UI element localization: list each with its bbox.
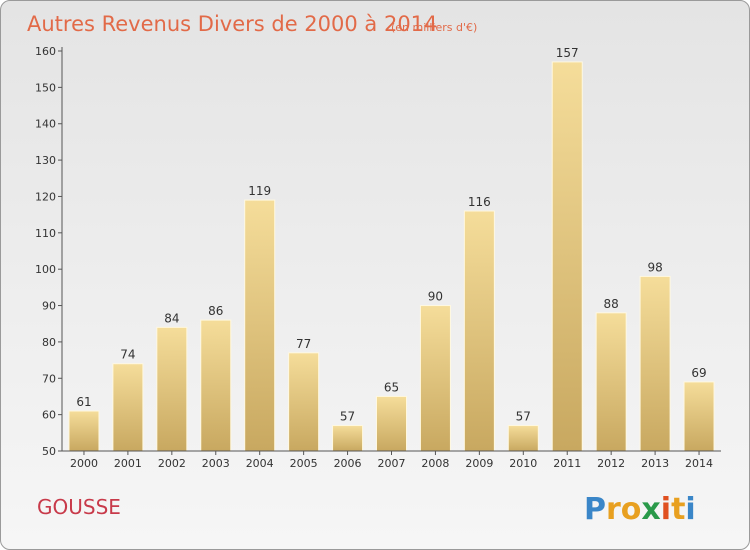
value-label-2014: 69 xyxy=(691,366,706,380)
logo-letter: i xyxy=(685,492,695,527)
bar-2005 xyxy=(288,352,320,452)
logo-letter: x xyxy=(641,492,660,527)
x-tick-label-2010: 2010 xyxy=(509,457,537,470)
x-tick-label-2014: 2014 xyxy=(685,457,713,470)
y-tick-label: 140 xyxy=(35,118,56,131)
x-tick-label-2000: 2000 xyxy=(70,457,98,470)
y-tick-label: 100 xyxy=(35,263,56,276)
y-tick-label: 90 xyxy=(42,300,56,313)
x-tick-label-2013: 2013 xyxy=(641,457,669,470)
y-axis: 50 60 70 80 90 100 110 120 130 140 150 160 xyxy=(35,45,63,458)
y-tick-label: 80 xyxy=(42,336,56,349)
value-label-2009: 116 xyxy=(468,195,491,209)
y-tick-label: 160 xyxy=(35,45,56,58)
chart-title: Autres Revenus Divers de 2000 à 2014 xyxy=(27,12,437,36)
bar-2014 xyxy=(683,381,715,452)
bar-2003 xyxy=(200,319,232,452)
value-label-2012: 88 xyxy=(604,297,619,311)
value-label-2002: 84 xyxy=(164,311,179,325)
bar-2000 xyxy=(68,410,100,452)
x-tick-label-2011: 2011 xyxy=(553,457,581,470)
x-axis: 2000 2001 2002 2003 2004 2005 2006 2007 2008 2009… xyxy=(62,450,721,470)
bar-2006 xyxy=(332,425,364,452)
value-label-2006: 57 xyxy=(340,410,355,424)
y-tick-label: 60 xyxy=(42,409,56,422)
y-tick-label: 150 xyxy=(35,81,56,94)
x-tick-label-2006: 2006 xyxy=(334,457,362,470)
bar-2012 xyxy=(595,312,627,452)
x-tick-label-2002: 2002 xyxy=(158,457,186,470)
bar-2013 xyxy=(639,275,671,452)
value-label-2001: 74 xyxy=(120,348,135,362)
bar-2001 xyxy=(112,363,144,452)
logo-letter: P xyxy=(584,492,606,527)
value-label-2010: 57 xyxy=(516,410,531,424)
x-tick-label-2012: 2012 xyxy=(597,457,625,470)
value-label-2008: 90 xyxy=(428,290,443,304)
value-label-2000: 61 xyxy=(76,395,91,409)
bar-2010 xyxy=(507,425,539,452)
x-tick-label-2001: 2001 xyxy=(114,457,142,470)
bar-2002 xyxy=(156,326,188,452)
commune-name: GOUSSE xyxy=(37,495,121,519)
x-tick-label-2007: 2007 xyxy=(378,457,406,470)
value-label-2013: 98 xyxy=(647,260,662,274)
x-tick-label-2004: 2004 xyxy=(246,457,274,470)
logo-letter: i xyxy=(661,492,671,527)
value-label-2003: 86 xyxy=(208,304,223,318)
x-tick-label-2009: 2009 xyxy=(465,457,493,470)
y-tick-label: 50 xyxy=(42,445,56,458)
chart-subtitle: (en milliers d'€) xyxy=(391,21,477,34)
bars: 61 74 84 86 119 77 57 65 90 116 57 157 88 98 69 xyxy=(68,46,715,452)
y-tick-label: 130 xyxy=(35,154,56,167)
logo-letter: t xyxy=(671,492,685,527)
value-label-2007: 65 xyxy=(384,380,399,394)
y-tick-label: 110 xyxy=(35,227,56,240)
y-tick-label: 70 xyxy=(42,372,56,385)
bar-2009 xyxy=(463,210,495,452)
bar-2011 xyxy=(551,61,583,452)
logo-letter: r xyxy=(606,492,621,527)
value-label-2004: 119 xyxy=(248,184,271,198)
x-tick-label-2003: 2003 xyxy=(202,457,230,470)
bar-2004 xyxy=(244,199,276,452)
value-label-2005: 77 xyxy=(296,337,311,351)
value-label-2011: 157 xyxy=(556,46,579,60)
y-tick-label: 120 xyxy=(35,190,56,203)
x-tick-label-2005: 2005 xyxy=(290,457,318,470)
logo-letter: o xyxy=(621,492,642,527)
bar-2007 xyxy=(376,395,407,452)
bar-2008 xyxy=(419,305,451,452)
x-tick-label-2008: 2008 xyxy=(421,457,449,470)
proxiti-logo: Proxiti xyxy=(584,492,696,527)
